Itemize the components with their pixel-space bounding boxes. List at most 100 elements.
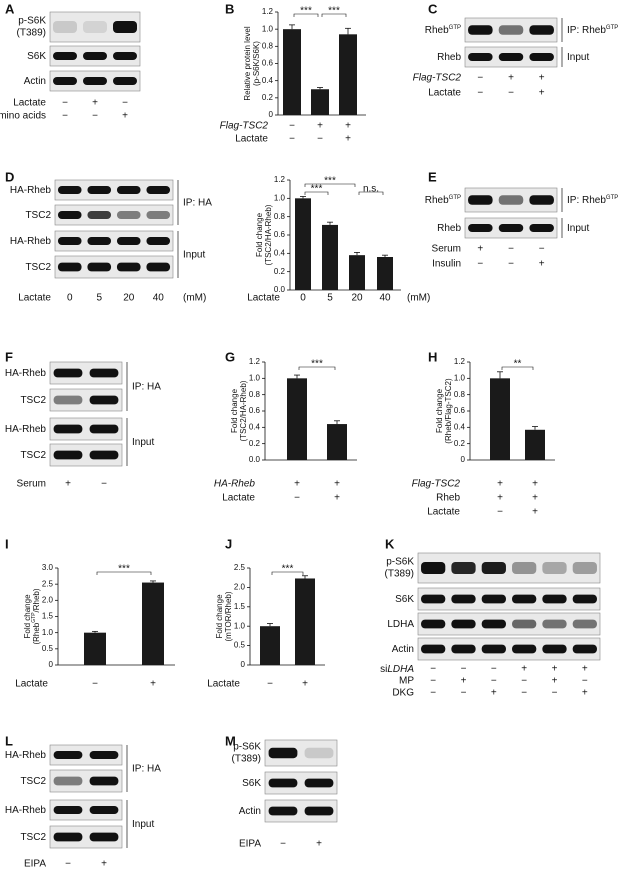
condition-mark: + — [491, 688, 497, 699]
condition-mark: 40 — [153, 293, 165, 304]
y-tick-label: 1.0 — [234, 621, 246, 630]
condition-mark: + — [101, 859, 107, 870]
bar — [142, 582, 164, 665]
y-tick-label: 0 — [49, 660, 54, 669]
condition-mark: + — [552, 664, 558, 675]
row-label-sup: GTP — [449, 25, 461, 31]
y-tick-label: 1.0 — [454, 373, 466, 382]
row-label-part: TSC2 — [25, 262, 51, 273]
blot-band — [116, 262, 141, 272]
blot-band — [512, 644, 537, 654]
y-tick-label: 0.2 — [262, 93, 274, 102]
row-label-part: TSC2 — [20, 776, 46, 787]
panel-label: M — [225, 733, 236, 748]
blot-strip — [49, 417, 123, 441]
blot-band — [113, 21, 137, 33]
bracket-label-part: IP: Rheb — [567, 195, 606, 206]
condition-label: EIPA — [239, 839, 261, 850]
condition-label: Lactate — [207, 679, 240, 690]
row-label-part: Rheb — [437, 223, 461, 234]
row-label-part: HA-Rheb — [10, 185, 52, 196]
y-tick-label: 2.5 — [42, 579, 54, 588]
row-label: TSC2 — [20, 776, 46, 787]
blot-band — [87, 186, 112, 194]
y-axis-label-part: (Rheb — [32, 622, 41, 644]
blot-band — [481, 594, 506, 604]
row-label-part: LDHA — [387, 619, 414, 630]
bar — [260, 626, 280, 665]
y-tick-label: 1.2 — [454, 357, 466, 366]
condition-mark: + — [345, 134, 351, 145]
condition-mark: − — [289, 121, 295, 132]
blot-band — [116, 237, 141, 245]
blot-band — [451, 619, 476, 629]
row-label: TSC2 — [20, 395, 46, 406]
condition-mark: − — [92, 679, 98, 690]
row-label: (T389) — [17, 28, 46, 39]
y-axis-label-part: (p-S6K/S6K) — [252, 41, 261, 86]
condition-mark: + — [345, 121, 351, 132]
significance-label: *** — [311, 359, 323, 370]
blot-band — [146, 211, 171, 219]
y-tick-label: 1.0 — [262, 24, 274, 33]
condition-mark: + — [334, 479, 340, 490]
y-tick-label: 3.0 — [42, 563, 54, 572]
blot-band — [89, 806, 119, 814]
row-label: TSC2 — [20, 450, 46, 461]
blot-band — [146, 186, 171, 194]
blot-band — [53, 806, 83, 814]
row-label: p-S6K — [233, 742, 261, 753]
row-label: LDHA — [387, 619, 414, 630]
significance-bracket — [501, 366, 534, 370]
y-tick-label: 0.8 — [274, 212, 286, 221]
bracket-label: Input — [183, 249, 205, 260]
significance-bracket — [321, 13, 347, 17]
blot-strip — [49, 744, 123, 766]
blot-band — [87, 211, 112, 219]
y-axis-label: Fold change — [435, 388, 444, 433]
bar — [322, 224, 338, 290]
blot-band — [529, 53, 554, 61]
bracket-label: Input — [567, 223, 589, 234]
y-axis-label: (TSC2/HA-Rheb) — [264, 204, 273, 265]
row-label-part: Rheb — [437, 52, 461, 63]
y-axis-label-part: (TSC2/HA-Rheb) — [264, 204, 273, 265]
bracket-label-part: Input — [567, 223, 589, 234]
blot-band — [498, 53, 524, 61]
y-tick-label: 0.2 — [274, 267, 286, 276]
blot-band — [268, 778, 298, 788]
blot-band — [53, 21, 77, 33]
row-label: TSC2 — [25, 262, 51, 273]
row-label-part: Actin — [24, 76, 46, 87]
row-label: p-S6K — [18, 16, 46, 27]
panel-label: J — [225, 536, 232, 551]
condition-mark: − — [477, 88, 483, 99]
y-axis-label: Fold change — [230, 388, 239, 433]
blot-band — [451, 594, 476, 604]
blot-band — [529, 224, 554, 232]
bracket-label-part: IP: HA — [132, 763, 161, 774]
row-label-part: HA-Rheb — [10, 236, 52, 247]
blot-band — [542, 644, 567, 654]
blot-band — [146, 262, 171, 272]
row-label: Rheb — [437, 223, 461, 234]
y-tick-label: 0.5 — [234, 641, 246, 650]
bracket-label-part: Input — [567, 52, 589, 63]
blot-band — [53, 395, 83, 405]
panel-label: F — [5, 349, 13, 364]
blot-band — [89, 776, 119, 786]
bar — [525, 429, 545, 460]
y-axis-label-part: (mTOR/Rheb) — [224, 591, 233, 641]
condition-mark: − — [508, 88, 514, 99]
condition-mark: 5 — [96, 293, 102, 304]
panel-label: B — [225, 1, 234, 16]
row-label: HA-Rheb — [5, 424, 47, 435]
significance-bracket — [298, 366, 336, 370]
row-label-part: Actin — [239, 806, 261, 817]
condition-mark: − — [430, 676, 436, 687]
condition-mark: − — [508, 259, 514, 270]
condition-mark: − — [508, 244, 514, 255]
y-tick-label: 0.6 — [249, 406, 261, 415]
row-label-part: TSC2 — [20, 832, 46, 843]
